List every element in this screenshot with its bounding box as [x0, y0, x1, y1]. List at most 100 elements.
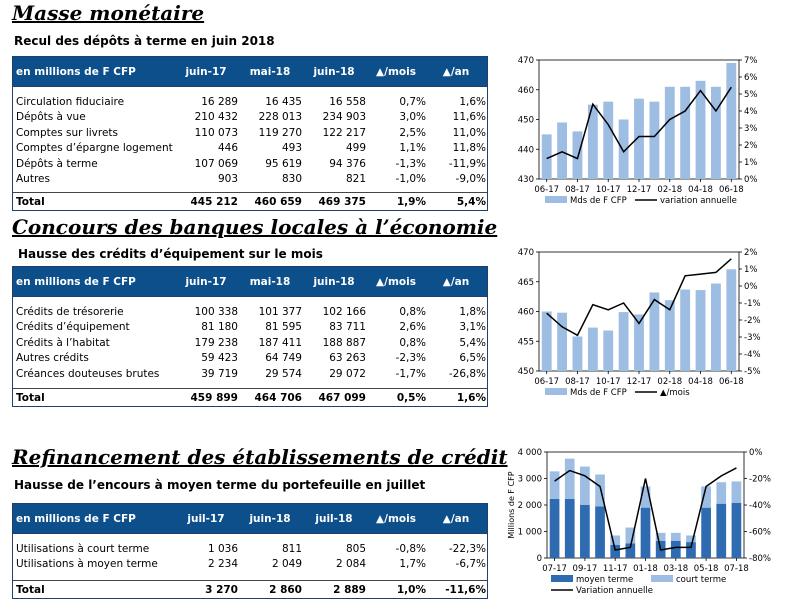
table-total-cell: 0,5% — [396, 391, 426, 404]
bar — [670, 532, 681, 541]
bar — [686, 542, 696, 558]
table-cell: 16 289 — [201, 95, 238, 108]
table-cell: 11,6% — [452, 111, 486, 124]
table-total-cell: 1,0% — [396, 583, 426, 596]
bar — [695, 290, 706, 371]
legend-label: ▲/mois — [660, 388, 690, 398]
legend-label: court terme — [676, 575, 726, 585]
table-cell: 188 887 — [322, 336, 366, 349]
table-cell: 64 749 — [265, 352, 302, 365]
table-total-cell: 2 889 — [333, 583, 366, 596]
left-axis-tick-label: 1 000 — [518, 528, 542, 538]
bar — [664, 86, 675, 179]
table-cell: 100 338 — [194, 305, 238, 318]
table-cell: -1,3% — [395, 157, 426, 170]
table-cell: 83 711 — [329, 321, 366, 334]
table-header-cell: ▲/an — [442, 65, 470, 78]
table-total-cell: 3 270 — [205, 583, 238, 596]
table-row: Dépôts à vue 210 432 228 013 234 903 3,0% 11,… — [13, 110, 487, 126]
chart-masse-monetaire: 430 440 450 460 470 0% 1% 2% 3% 4% 5% 6% 7% 06-17 08-1… — [505, 52, 775, 216]
table-cell: -26,8% — [448, 367, 486, 380]
left-axis-tick-label: 460 — [518, 86, 534, 96]
bar — [564, 498, 575, 558]
table-cell: 29 574 — [265, 367, 302, 380]
table-cell: 1 036 — [207, 542, 238, 555]
table-cell: -11,9% — [448, 157, 486, 170]
x-axis-tick-label: 06-18 — [719, 185, 744, 195]
table-cell: Dépôts à vue — [16, 111, 86, 124]
table-body: Circulation fiduciaire 16 289 16 435 16 558… — [13, 87, 487, 187]
left-axis-tick-label: 430 — [518, 175, 534, 185]
x-axis-tick-label: 02-18 — [657, 377, 682, 387]
table-cell: 16 558 — [329, 95, 366, 108]
table-total-cell: 1,9% — [396, 195, 426, 208]
chart-svg: 430 440 450 460 470 0% 1% 2% 3% 4% 5% 6% 7% 06-17 08-1… — [518, 56, 758, 206]
bar — [625, 527, 636, 544]
table-cell: 2 234 — [207, 558, 238, 571]
legend-bar-swatch — [545, 388, 567, 395]
bar — [655, 532, 666, 541]
table-cell: 821 — [345, 173, 366, 186]
table-cell: 107 069 — [194, 157, 238, 170]
table-cell: -6,7% — [455, 558, 486, 571]
table-total-cell: 460 659 — [254, 195, 303, 208]
left-axis-tick-label: 465 — [518, 278, 534, 288]
right-axis-tick-label: 5% — [744, 90, 758, 100]
bar — [701, 486, 711, 508]
table-refinancement: en millions de F CFP juil-17 juin-18 juil-1… — [12, 503, 488, 599]
right-axis-tick-label: 0% — [744, 282, 758, 292]
table-cell: Crédits d’équipement — [16, 321, 130, 334]
table-header-cell: juin-18 — [313, 65, 355, 78]
table-cell: 16 435 — [265, 95, 302, 108]
table-cell: -22,3% — [448, 542, 486, 555]
section-title-concours: Concours des banques locales à l’économi… — [12, 215, 498, 239]
left-axis-tick-label: 450 — [518, 367, 534, 377]
table-header-cell: ▲/mois — [376, 512, 416, 525]
left-axis-tick-label: 455 — [518, 337, 534, 347]
table-cell: Créances douteuses brutes — [16, 367, 160, 380]
table-cell: 1,8% — [459, 305, 486, 318]
bar — [716, 503, 727, 558]
bar — [726, 62, 737, 179]
table-header-cell: juin-18 — [313, 275, 355, 288]
table-row: Utilisations à court terme 1 036 811 805 -0,… — [13, 541, 487, 557]
right-axis-tick-label: 1% — [744, 265, 758, 275]
table-cell: 110 073 — [194, 126, 238, 139]
table-cell: 6,5% — [459, 352, 486, 365]
bar — [680, 289, 691, 371]
table-cell: -1,7% — [395, 367, 426, 380]
bar — [541, 311, 552, 371]
table-cell: 39 719 — [201, 367, 238, 380]
table-cell: Comptes d’épargne logement — [16, 142, 173, 155]
section-subtitle-concours: Hausse des crédits d’équipement sur le m… — [18, 247, 323, 261]
table-cell: 1,1% — [399, 142, 426, 155]
table-total-cell: 469 375 — [318, 195, 367, 208]
table-total-cell: 459 899 — [190, 391, 239, 404]
section-subtitle-refinancement: Hausse de l’encours à moyen terme du por… — [14, 478, 426, 492]
x-axis-tick-label: 05-18 — [694, 564, 719, 574]
table-header-cell: juin-18 — [249, 512, 291, 525]
section-subtitle-masse-monetaire: Recul des dépôts à terme en juin 2018 — [14, 34, 275, 48]
series-line — [554, 467, 737, 551]
legend-label: moyen terme — [576, 575, 633, 585]
table-cell: Utilisations à moyen terme — [16, 558, 158, 571]
bar — [640, 486, 651, 508]
table-row: Crédits à l’habitat 179 238 187 411 188 887… — [13, 335, 487, 351]
bar — [711, 86, 721, 179]
x-axis-tick-label: 04-18 — [688, 377, 713, 387]
x-axis-tick-label: 06-18 — [719, 377, 744, 387]
bar — [731, 481, 742, 503]
right-axis-tick-label: -40% — [749, 501, 771, 511]
table-total-row: Total 459 899 464 706 467 099 0,5% 1,6% — [13, 388, 487, 406]
bar — [640, 507, 651, 558]
right-axis-tick-label: -3% — [744, 333, 761, 343]
bar — [595, 506, 605, 558]
bar — [680, 86, 691, 179]
table-cell: Comptes sur livrets — [16, 126, 118, 139]
bar — [603, 330, 614, 371]
bar — [557, 312, 567, 371]
legend-bar-swatch — [651, 575, 673, 582]
legend-bar-swatch — [551, 575, 573, 582]
right-axis-tick-label: 6% — [744, 73, 758, 83]
table-cell: 1,6% — [459, 95, 486, 108]
